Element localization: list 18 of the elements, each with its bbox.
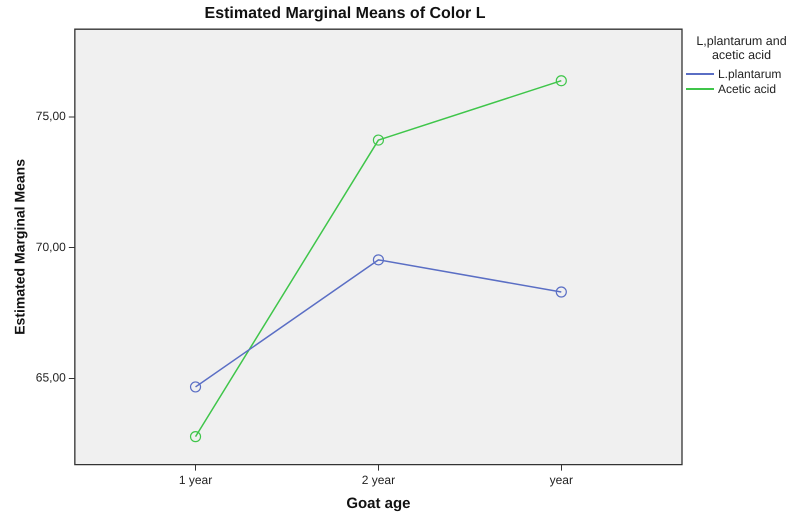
y-tick-label: 75,00 — [36, 109, 66, 124]
point — [556, 75, 567, 86]
point — [190, 381, 202, 393]
legend-label: Acetic acid — [718, 82, 776, 96]
point — [372, 134, 384, 146]
x-axis-title: Goat age — [346, 495, 411, 512]
y-tick-label: 70,00 — [36, 240, 66, 254]
y-tick-label: 65,00 — [36, 370, 66, 385]
legend-title: L,plantarum and acetic acid — [696, 34, 788, 62]
chart-title: Estimated Marginal Means of Color L — [204, 5, 486, 22]
point — [556, 286, 567, 298]
x-tick-label: 1 year — [178, 473, 212, 488]
legend-label: L.plantarum — [718, 66, 782, 80]
y-axis-title: Estimated Marginal Means — [11, 158, 28, 335]
x-tick-label: year — [550, 473, 573, 488]
point — [372, 254, 384, 266]
point — [190, 431, 202, 442]
x-tick-label: 2 year — [362, 473, 396, 488]
